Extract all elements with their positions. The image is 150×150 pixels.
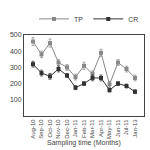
svg-text:Jun-11: Jun-11 <box>115 119 121 138</box>
svg-text:Jan-13: Jan-13 <box>132 119 138 138</box>
svg-text:500: 500 <box>10 31 22 38</box>
svg-text:TP: TP <box>74 16 83 23</box>
svg-text:200: 200 <box>10 80 22 87</box>
svg-text:Feb-11: Feb-11 <box>81 119 87 138</box>
svg-text:Nov-10: Nov-10 <box>55 119 61 139</box>
svg-text:May-11: May-11 <box>106 119 112 139</box>
svg-text:Mar-11: Mar-11 <box>89 119 95 138</box>
svg-text:400: 400 <box>10 48 22 55</box>
svg-text:Aug-10: Aug-10 <box>30 119 36 139</box>
svg-text:Oct-10: Oct-10 <box>47 119 53 138</box>
svg-text:Jul-11: Jul-11 <box>123 119 129 136</box>
svg-text:100: 100 <box>10 96 22 103</box>
svg-text:CR: CR <box>128 16 138 23</box>
svg-text:Dec-10: Dec-10 <box>64 119 70 139</box>
svg-text:300: 300 <box>10 64 22 71</box>
svg-text:Jan-11: Jan-11 <box>72 119 78 138</box>
svg-text:Sep-10: Sep-10 <box>38 119 44 139</box>
svg-text:Sampling time (Months): Sampling time (Months) <box>47 139 121 147</box>
svg-text:Apr-11: Apr-11 <box>98 119 104 137</box>
